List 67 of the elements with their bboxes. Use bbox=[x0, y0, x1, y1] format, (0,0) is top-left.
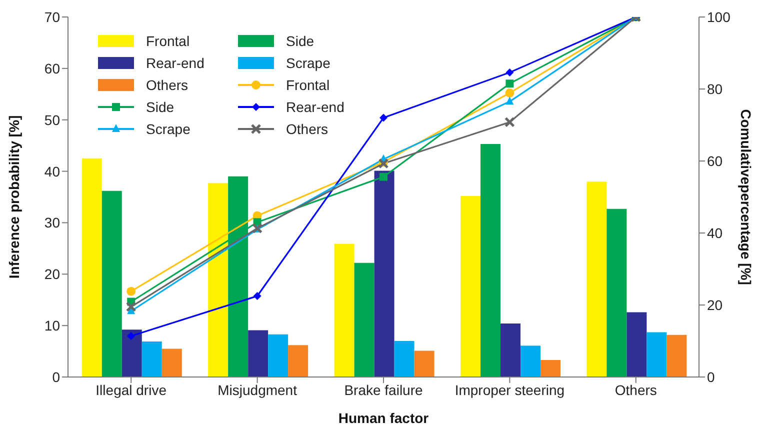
x-tick-label: Brake failure bbox=[344, 382, 424, 398]
legend-label: Frontal bbox=[286, 76, 330, 92]
legend-label: Scrape bbox=[146, 120, 190, 136]
x-tick-label: Others bbox=[614, 382, 657, 398]
legend-label: Side bbox=[146, 98, 174, 114]
legend-label: Others bbox=[146, 76, 188, 92]
point bbox=[380, 172, 388, 181]
point bbox=[126, 286, 136, 296]
x-tick-label: Improper steering bbox=[454, 382, 565, 398]
y-tick-label: 20 bbox=[44, 266, 60, 282]
legend-label: Side bbox=[286, 32, 314, 48]
y-tick-label: 40 bbox=[44, 163, 60, 180]
legend-label: Rear-end bbox=[286, 98, 344, 114]
point bbox=[126, 302, 136, 312]
point bbox=[253, 292, 262, 300]
bar bbox=[162, 348, 182, 377]
legend-label: Scrape bbox=[286, 54, 330, 70]
y-tick-label: 30 bbox=[44, 214, 60, 231]
bar bbox=[540, 360, 560, 377]
y2-axis-title: Comulativepercentage [%] bbox=[738, 109, 754, 285]
y2-tick-label: 100 bbox=[707, 8, 731, 25]
bar bbox=[666, 334, 687, 377]
bar bbox=[414, 350, 434, 377]
bar bbox=[520, 346, 540, 377]
legend-label: Frontal bbox=[146, 32, 190, 48]
x-tick-label: Misjudgment bbox=[218, 382, 298, 398]
bar bbox=[208, 183, 228, 377]
y-tick-label: 10 bbox=[44, 318, 60, 334]
bar bbox=[626, 312, 647, 377]
bar bbox=[102, 190, 122, 377]
y-tick-label: 60 bbox=[44, 60, 60, 76]
bar bbox=[586, 182, 607, 377]
bar bbox=[268, 334, 288, 377]
y-axis-title: Inference probability [%] bbox=[6, 115, 22, 279]
legend-label: Rear-end bbox=[146, 54, 204, 70]
bar bbox=[122, 330, 142, 377]
bar bbox=[142, 342, 162, 377]
bar bbox=[248, 330, 268, 377]
y2-tick-label: 20 bbox=[707, 296, 723, 313]
bar bbox=[480, 144, 500, 377]
x-tick-label: Illegal drive bbox=[96, 382, 167, 398]
bar bbox=[354, 262, 374, 377]
bar bbox=[606, 208, 627, 377]
y-tick-label: 50 bbox=[44, 112, 60, 128]
point bbox=[506, 96, 514, 105]
bar bbox=[460, 196, 480, 377]
y2-tick-label: 80 bbox=[707, 80, 723, 97]
x-axis-title: Human factor bbox=[338, 410, 430, 425]
y-tick-label: 0 bbox=[52, 368, 60, 385]
y2-tick-label: 60 bbox=[707, 152, 723, 169]
bar bbox=[374, 170, 394, 377]
point bbox=[380, 114, 388, 122]
point bbox=[506, 68, 514, 76]
bar bbox=[500, 324, 520, 377]
point bbox=[127, 332, 136, 340]
bar bbox=[288, 345, 308, 377]
point bbox=[505, 88, 514, 98]
bar bbox=[394, 341, 414, 377]
point bbox=[504, 116, 515, 128]
y-tick-label: 70 bbox=[44, 8, 60, 25]
bar bbox=[646, 332, 667, 377]
bar bbox=[334, 244, 354, 377]
bar bbox=[82, 158, 102, 377]
point bbox=[506, 80, 514, 88]
y2-tick-label: 0 bbox=[707, 368, 715, 385]
y2-tick-label: 40 bbox=[707, 224, 723, 241]
legend-label: Others bbox=[286, 120, 328, 136]
